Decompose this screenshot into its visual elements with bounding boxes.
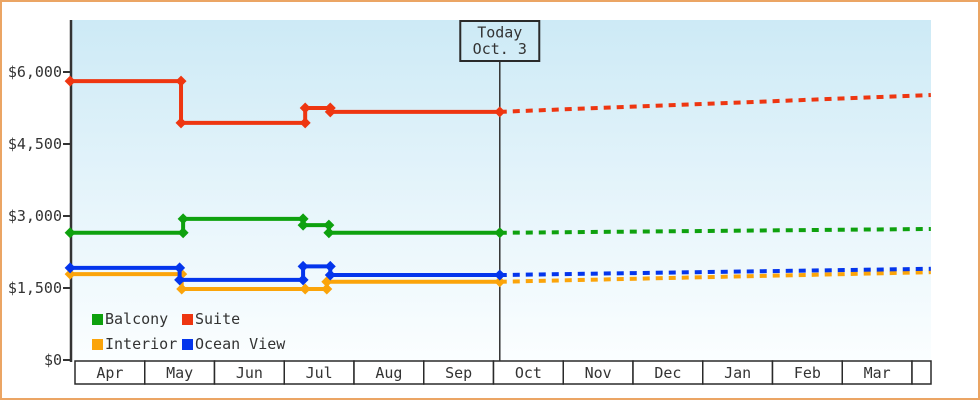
month-cell-may: May: [144, 360, 216, 385]
series-interior-marker: [64, 268, 76, 280]
series-interior-marker: [299, 283, 311, 295]
series-balcony-marker: [177, 227, 189, 239]
series-ocean-view: [64, 260, 931, 286]
y-axis-label: $6,000: [8, 63, 62, 81]
series-balcony-marker: [177, 213, 189, 225]
month-label: Apr: [96, 364, 123, 382]
series-interior-marker: [321, 283, 333, 295]
month-label: Dec: [654, 364, 681, 382]
month-cell-jan: Jan: [702, 360, 774, 385]
month-label: Sep: [445, 364, 472, 382]
series-balcony-marker: [64, 227, 76, 239]
series-ocean-view-marker: [297, 274, 309, 286]
series-suite-marker: [494, 106, 506, 118]
series-interior-projection: [499, 270, 931, 284]
series-balcony-projection: [499, 226, 931, 235]
today-annotation-line2: Oct. 3: [473, 40, 527, 58]
month-cell-feb: Feb: [771, 360, 843, 385]
series-ocean-view-marker: [324, 260, 336, 272]
series-ocean-view-marker: [494, 269, 506, 281]
month-label: Aug: [375, 364, 402, 382]
today-annotation-line1: Today: [477, 24, 522, 42]
series-ocean-view-marker: [297, 260, 309, 272]
series-balcony: [64, 213, 931, 239]
month-cell-jul: Jul: [283, 360, 355, 385]
series-ocean-view-marker: [64, 262, 76, 274]
series-interior-marker: [176, 283, 188, 295]
month-label: Feb: [794, 364, 821, 382]
series-interior-marker: [494, 276, 506, 288]
month-cell-nov: Nov: [562, 360, 634, 385]
series-suite-projection: [499, 93, 931, 114]
month-cell-aug: Aug: [353, 360, 425, 385]
month-cell-oct: Oct: [492, 360, 564, 385]
month-cell-jun: Jun: [213, 360, 285, 385]
y-axis-label: $1,500: [8, 279, 62, 297]
month-label: May: [166, 364, 193, 382]
month-label: Nov: [585, 364, 612, 382]
series-suite-marker: [175, 75, 187, 87]
series-suite-marker: [299, 117, 311, 129]
series-suite-marker: [324, 106, 336, 118]
month-label: Jun: [236, 364, 263, 382]
month-cell-mar: Mar: [841, 360, 913, 385]
y-axis-label: $4,500: [8, 135, 62, 153]
month-cell-sep: Sep: [423, 360, 495, 385]
month-cell-dec: Dec: [632, 360, 704, 385]
month-label: Mar: [864, 364, 891, 382]
y-axis-label: $0: [44, 351, 62, 369]
series-balcony-marker: [297, 213, 309, 225]
series-ocean-view-marker: [174, 262, 186, 274]
month-label: Jan: [724, 364, 751, 382]
month-cell-apr: Apr: [74, 360, 146, 385]
series-ocean-view-marker: [324, 269, 336, 281]
month-cell-extra: [911, 360, 932, 385]
series-suite-marker: [299, 102, 311, 114]
series-ocean-view-projection: [499, 266, 931, 278]
month-label: Jul: [306, 364, 333, 382]
today-annotation-box: [459, 20, 541, 62]
series-suite-marker: [64, 75, 76, 87]
y-axis-label: $3,000: [8, 207, 62, 225]
series-balcony-marker: [323, 219, 335, 231]
series-suite: [64, 75, 931, 129]
series-balcony-marker: [494, 227, 506, 239]
month-label: Oct: [515, 364, 542, 382]
series-suite-marker: [175, 117, 187, 129]
series-balcony-marker: [297, 219, 309, 231]
series-balcony-marker: [323, 227, 335, 239]
series-ocean-view-marker: [174, 274, 186, 286]
